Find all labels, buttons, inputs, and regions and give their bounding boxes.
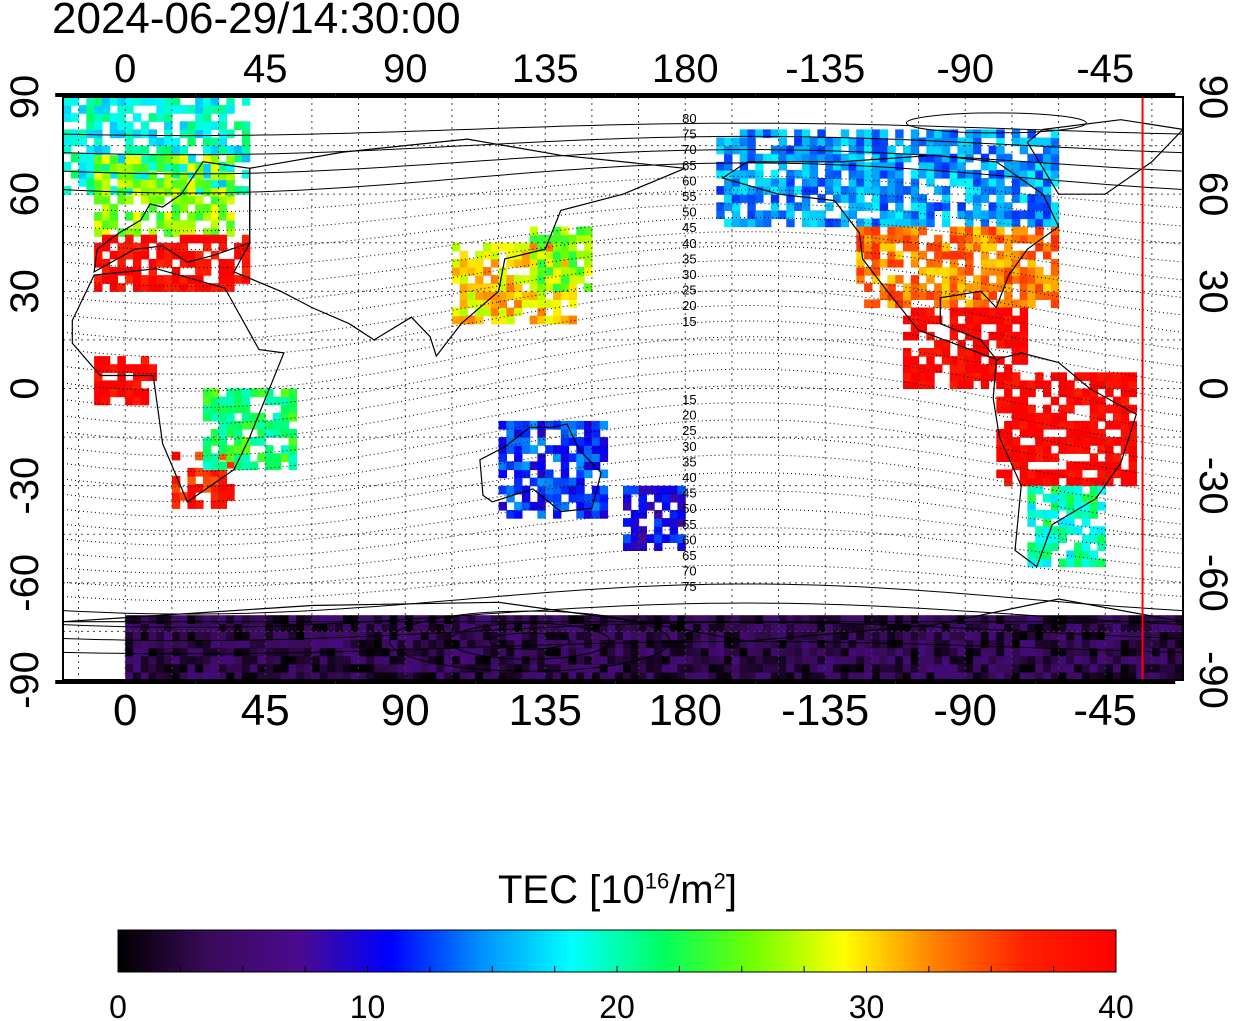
contour-value-labels: 8075706560555045403530252015152025303540… xyxy=(682,111,696,594)
map-plot-area: 8075706560555045403530252015152025303540… xyxy=(63,97,1183,680)
tec-region-australia xyxy=(498,420,609,519)
contour-label: 75 xyxy=(682,579,696,594)
contour-label: 15 xyxy=(682,392,696,407)
contour-label: 50 xyxy=(682,501,696,516)
contour-label: 60 xyxy=(682,173,696,188)
contour-label: 25 xyxy=(682,423,696,438)
lat-tick-label-left: 0 xyxy=(3,377,47,399)
lat-tick-label-right: -30 xyxy=(1191,457,1235,515)
colorbar-tick-label: 0 xyxy=(109,989,127,1021)
lon-tick-label-bottom: 0 xyxy=(113,686,137,735)
contour-label: 30 xyxy=(682,439,696,454)
contour-label: 35 xyxy=(682,454,696,469)
lon-tick-label-top: 0 xyxy=(114,47,136,91)
lat-tick-label-right: -60 xyxy=(1191,554,1235,612)
lon-tick-label-bottom: -90 xyxy=(933,686,997,735)
contour-label: 65 xyxy=(682,548,696,563)
lon-tick-label-bottom: 90 xyxy=(381,686,430,735)
lat-tick-label-left: -30 xyxy=(3,457,47,515)
lon-tick-label-bottom: 180 xyxy=(649,686,722,735)
coastline-greenland xyxy=(1026,119,1183,195)
lat-tick-label-right: 30 xyxy=(1191,269,1235,314)
lat-tick-label-left: -90 xyxy=(3,651,47,709)
contour-label: 75 xyxy=(682,127,696,142)
contour-label: 70 xyxy=(682,142,696,157)
tec-region-japan xyxy=(529,226,593,292)
coastline-antarctica xyxy=(63,598,1183,642)
lat-tick-label-left: 30 xyxy=(3,269,47,314)
lon-tick-label-top: 135 xyxy=(512,47,579,91)
tec-region-new-zealand xyxy=(623,485,686,551)
tec-region-argentina xyxy=(1027,485,1106,568)
contour-label: 55 xyxy=(682,517,696,532)
tec-region-east-africa xyxy=(203,388,297,471)
lon-tick-label-top: 45 xyxy=(243,47,288,91)
contour-label: 60 xyxy=(682,532,696,547)
lon-tick-label-top: -135 xyxy=(785,47,865,91)
tec-region-mediterranean xyxy=(94,234,251,292)
map-timestamp: 2024-06-29/14:30:00 xyxy=(52,0,461,43)
tec-region-canada xyxy=(716,129,1060,228)
lon-tick-label-top: -45 xyxy=(1076,47,1134,91)
coastline-south-america xyxy=(992,352,1138,568)
contour-label: 20 xyxy=(682,408,696,423)
coastline-europe xyxy=(93,161,251,274)
coastline-asia xyxy=(233,138,686,358)
colorbar-gradient xyxy=(117,929,1117,973)
contour-label: 80 xyxy=(682,111,696,126)
contour-label: 20 xyxy=(682,298,696,313)
colorbar-tick-label: 10 xyxy=(350,989,386,1021)
lon-tick-label-bottom: 45 xyxy=(241,686,290,735)
lat-tick-label-right: 90 xyxy=(1191,75,1235,120)
contour-label: 50 xyxy=(682,205,696,220)
colorbar-tick-label: 20 xyxy=(599,989,635,1021)
lon-tick-label-top: 180 xyxy=(652,47,719,91)
contour-label: 45 xyxy=(682,220,696,235)
lat-tick-label-left: 60 xyxy=(3,172,47,217)
coastline-africa xyxy=(71,268,285,503)
contour-label: 25 xyxy=(682,283,696,298)
tec-region-north-africa xyxy=(94,356,157,406)
lat-tick-label-left: 90 xyxy=(3,75,47,120)
lat-tick-label-right: 0 xyxy=(1191,377,1235,399)
colorbar-title: TEC [1016/m2] xyxy=(497,868,737,912)
lon-tick-label-bottom: 135 xyxy=(509,686,582,735)
lon-tick-label-top: 90 xyxy=(383,47,428,91)
axis-ticks: 0 0 45 45 90 90 135 135 180 180 -135 -135 -90 -90 -45 -… xyxy=(3,47,1235,735)
tec-region-central-america xyxy=(903,307,1029,390)
colorbar: 0 10 20 30 40 xyxy=(109,929,1134,1021)
contour-label: 65 xyxy=(682,158,696,173)
colorbar-tick-label: 40 xyxy=(1098,989,1134,1021)
lon-tick-label-bottom: -45 xyxy=(1073,686,1137,735)
contour-label: 70 xyxy=(682,564,696,579)
lat-tick-label-right: 60 xyxy=(1191,172,1235,217)
contour-label: 55 xyxy=(682,189,696,204)
contour-label: 30 xyxy=(682,267,696,282)
tec-region-usa xyxy=(856,226,1060,309)
contour-label: 40 xyxy=(682,236,696,251)
contour-label: 45 xyxy=(682,486,696,501)
tec-region-europe xyxy=(94,155,235,237)
coastline-australia xyxy=(479,423,602,513)
lat-tick-label-right: -90 xyxy=(1191,651,1235,709)
contour-label: 40 xyxy=(682,470,696,485)
lon-tick-label-top: -90 xyxy=(936,47,994,91)
lon-tick-label-bottom: -135 xyxy=(781,686,869,735)
coastlines xyxy=(63,119,1183,642)
contour-label: 15 xyxy=(682,314,696,329)
contour-label: 35 xyxy=(682,251,696,266)
coastline-north-america xyxy=(721,154,1060,361)
colorbar-tick-label: 30 xyxy=(849,989,885,1021)
lat-tick-label-left: -60 xyxy=(3,554,47,612)
